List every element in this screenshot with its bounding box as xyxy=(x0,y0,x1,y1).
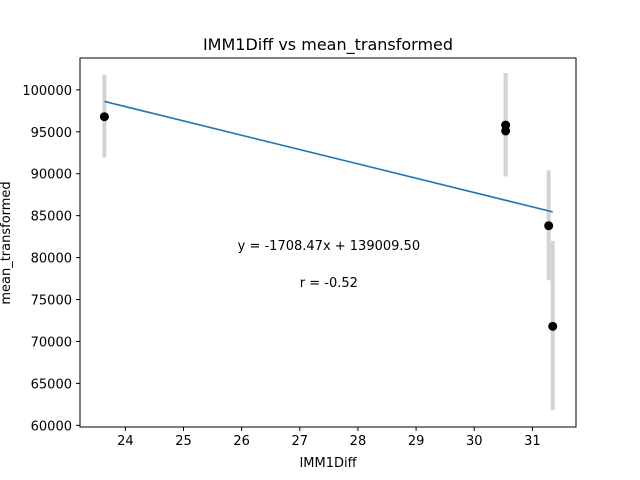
x-tick-label: 25 xyxy=(175,434,192,449)
plot-area-frame xyxy=(79,57,577,428)
y-tick-label: 65000 xyxy=(31,377,72,392)
y-axis-label: mean_transformed xyxy=(0,181,14,304)
correlation-coefficient: r = -0.52 xyxy=(300,276,358,291)
y-tick-label: 90000 xyxy=(31,168,72,183)
regression-line xyxy=(104,100,553,213)
y-axis-ticks: 60000 65000 70000 75000 80000 85000 90000 95000… xyxy=(22,84,80,434)
y-tick-label: 60000 xyxy=(31,419,72,434)
data-point-1 xyxy=(99,112,109,122)
x-axis-ticks: 24 25 26 27 28 29 30 31 xyxy=(117,427,541,449)
y-tick-label: 100000 xyxy=(22,84,72,99)
y-tick-label: 75000 xyxy=(31,294,72,309)
x-axis-label: IMM1Diff xyxy=(299,456,357,471)
x-tick-label: 24 xyxy=(117,434,134,449)
x-tick-label: 31 xyxy=(524,434,541,449)
x-tick-label: 27 xyxy=(292,434,309,449)
y-tick-label: 80000 xyxy=(31,252,72,267)
y-tick-label: 70000 xyxy=(31,335,72,350)
x-tick-label: 29 xyxy=(408,434,425,449)
y-tick-label: 95000 xyxy=(31,126,72,141)
chart-title: IMM1Diff vs mean_transformed xyxy=(203,35,453,55)
x-tick-label: 28 xyxy=(350,434,367,449)
data-point-3 xyxy=(501,126,511,136)
data-point-4 xyxy=(544,221,554,231)
regression-equation: y = -1708.47x + 139009.50 xyxy=(238,239,420,254)
y-tick-label: 85000 xyxy=(31,210,72,225)
data-points xyxy=(99,112,558,331)
x-tick-label: 26 xyxy=(233,434,250,449)
data-point-5 xyxy=(548,321,558,331)
regression-line-group xyxy=(104,100,553,213)
x-tick-label: 30 xyxy=(466,434,483,449)
